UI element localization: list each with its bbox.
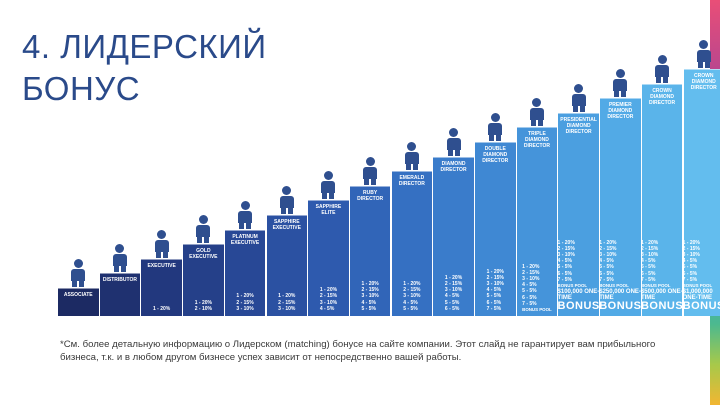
person-icon <box>403 142 421 170</box>
rank-name: EMERALD DIRECTOR <box>398 175 425 187</box>
bonus-word: BONUS <box>682 300 720 312</box>
person-icon <box>361 157 379 185</box>
person-icon <box>278 186 296 214</box>
rank-column: DISTRIBUTOR <box>99 273 141 316</box>
rank-column: RUBY DIRECTOR 1 - 20% 2 - 15% 3 - 10% 4 -… <box>349 186 391 316</box>
rank-percents: 1 - 20% 2 - 15% 3 - 10% 4 - 5% 5 - 5% <box>403 280 421 312</box>
bonus-pool-label: BONUS POOL <box>640 283 671 288</box>
person-icon <box>611 69 629 97</box>
bonus-word: BONUS <box>599 300 642 312</box>
bonus-word: BONUS <box>640 300 684 312</box>
slide-title: 4. ЛИДЕРСКИЙ БОНУС <box>22 26 267 110</box>
title-line-2: БОНУС <box>22 70 141 107</box>
person-icon <box>111 244 129 272</box>
rank-column: PREMIER DIAMOND DIRECTOR 1 - 20% 2 - 15% … <box>599 98 642 316</box>
rank-percents: 1 - 20% 2 - 15% 3 - 10% 4 - 5% 5 - 5% <box>361 280 379 312</box>
rank-column: TRIPLE DIAMOND DIRECTOR 1 - 20% 2 - 15% 3… <box>516 127 558 316</box>
rank-percents: 1 - 20% 2 - 15% 3 - 10% 4 - 5% 5 - 5% 6 … <box>599 239 642 312</box>
rank-percents: 1 - 20% 2 - 15% 3 - 10% <box>278 293 296 312</box>
rank-name: GOLD EXECUTIVE <box>189 248 218 260</box>
rank-column: PLATINUM EXECUTIVE 1 - 20% 2 - 15% 3 - 10… <box>224 230 266 316</box>
rank-name: RUBY DIRECTOR <box>357 190 384 202</box>
rank-percents: 1 - 20% 2 - 15% 3 - 10% <box>236 293 254 312</box>
rank-column: DOUBLE DIAMOND DIRECTOR 1 - 20% 2 - 15% 3… <box>475 142 516 316</box>
bonus-pool-label: BONUS POOL <box>522 307 552 312</box>
rank-percents: 1 - 20% 2 - 15% 3 - 10% 4 - 5% 5 - 5% 6 … <box>486 268 504 312</box>
rank-name: ASSOCIATE <box>63 292 93 298</box>
rank-percents: 1 - 20% 2 - 15% 3 - 10% 4 - 5% 5 - 5% 6 … <box>683 240 720 316</box>
person-icon <box>194 215 212 243</box>
bonus-pool-label: BONUS POOL <box>599 283 629 288</box>
rank-name: CROWN DIAMOND DIRECTOR <box>690 73 717 91</box>
rank-name: SAPPHIRE EXECUTIVE <box>272 219 301 231</box>
rank-name: CROWN DIAMOND DIRECTOR <box>649 88 676 106</box>
rank-column: GOLD EXECUTIVE 1 - 20% 2 - 10% <box>183 244 224 316</box>
bonus-amount: $250,000 ONE-TIME <box>599 289 641 301</box>
rank-name: DIAMOND DIRECTOR <box>440 161 467 173</box>
rank-percents: 1 - 20% 2 - 10% <box>194 299 212 312</box>
person-icon <box>69 259 87 287</box>
bonus-amount: $500,000 ONE-TIME <box>640 289 683 301</box>
bonus-amount: $1,000,000 ONE-TIME <box>682 289 713 301</box>
rank-percents: 1 - 20% 2 - 15% 3 - 10% 4 - 5% 5 - 5% 6 … <box>640 239 684 312</box>
person-icon <box>528 98 546 126</box>
rank-column: EMERALD DIRECTOR 1 - 20% 2 - 15% 3 - 10% … <box>391 171 433 316</box>
person-icon <box>695 40 713 68</box>
rank-name: PLATINUM EXECUTIVE <box>230 234 260 246</box>
rank-name: SAPPHIRE ELITE <box>315 204 342 216</box>
person-icon <box>153 230 171 258</box>
rank-name: TRIPLE DIAMOND DIRECTOR <box>523 131 550 149</box>
rank-name: EXECUTIVE <box>147 263 176 269</box>
rank-column: EXECUTIVE 1 - 20% <box>141 259 182 316</box>
rank-column: CROWN DIAMOND DIRECTOR 1 - 20% 2 - 15% 3 … <box>640 84 684 316</box>
title-line-1: 4. ЛИДЕРСКИЙ <box>22 28 267 65</box>
rank-percents: 1 - 20% 2 - 15% 3 - 10% 4 - 5% 5 - 5% 6 … <box>444 274 463 312</box>
rank-column: SAPPHIRE EXECUTIVE 1 - 20% 2 - 15% 3 - 10… <box>266 215 307 316</box>
rank-percents: 1 - 20% 2 - 15% 3 - 10% 4 - 5% <box>319 287 338 312</box>
rank-column: ASSOCIATE <box>58 288 99 316</box>
person-icon <box>486 113 504 141</box>
bonus-word: BONUS <box>557 300 600 312</box>
rank-percents: 1 - 20% 2 - 15% 3 - 10% 4 - 5% 5 - 5% 6 … <box>557 239 600 312</box>
rank-column: CROWN DIAMOND DIRECTOR 1 - 20% 2 - 15% 3 … <box>683 69 720 316</box>
bonus-amount: $100,000 ONE-TIME <box>557 289 600 301</box>
footnote-text: *См. более детальную информацию о Лидерс… <box>60 339 656 363</box>
rank-percents: 1 - 20% 2 - 15% 3 - 10% 4 - 5% 5 - 5% 6 … <box>522 263 552 312</box>
bonus-pool-label: BONUS POOL <box>682 283 713 288</box>
person-icon <box>570 84 588 112</box>
bonus-pool-label: BONUS POOL <box>557 283 588 288</box>
rank-name: PRESIDENTIAL DIAMOND DIRECTOR <box>560 117 597 135</box>
rank-name: DISTRIBUTOR <box>102 277 137 283</box>
rank-name: PREMIER DIAMOND DIRECTOR <box>607 102 634 120</box>
person-icon <box>445 128 463 156</box>
rank-column: DIAMOND DIRECTOR 1 - 20% 2 - 15% 3 - 10% … <box>433 157 474 316</box>
person-icon <box>319 171 337 199</box>
person-icon <box>653 55 671 83</box>
rank-name: DOUBLE DIAMOND DIRECTOR <box>482 146 509 164</box>
rank-percents: 1 - 20% <box>153 305 171 312</box>
rank-column: SAPPHIRE ELITE 1 - 20% 2 - 15% 3 - 10% 4 … <box>308 200 349 316</box>
person-icon <box>236 201 254 229</box>
rank-column: PRESIDENTIAL DIAMOND DIRECTOR 1 - 20% 2 -… <box>558 113 599 316</box>
